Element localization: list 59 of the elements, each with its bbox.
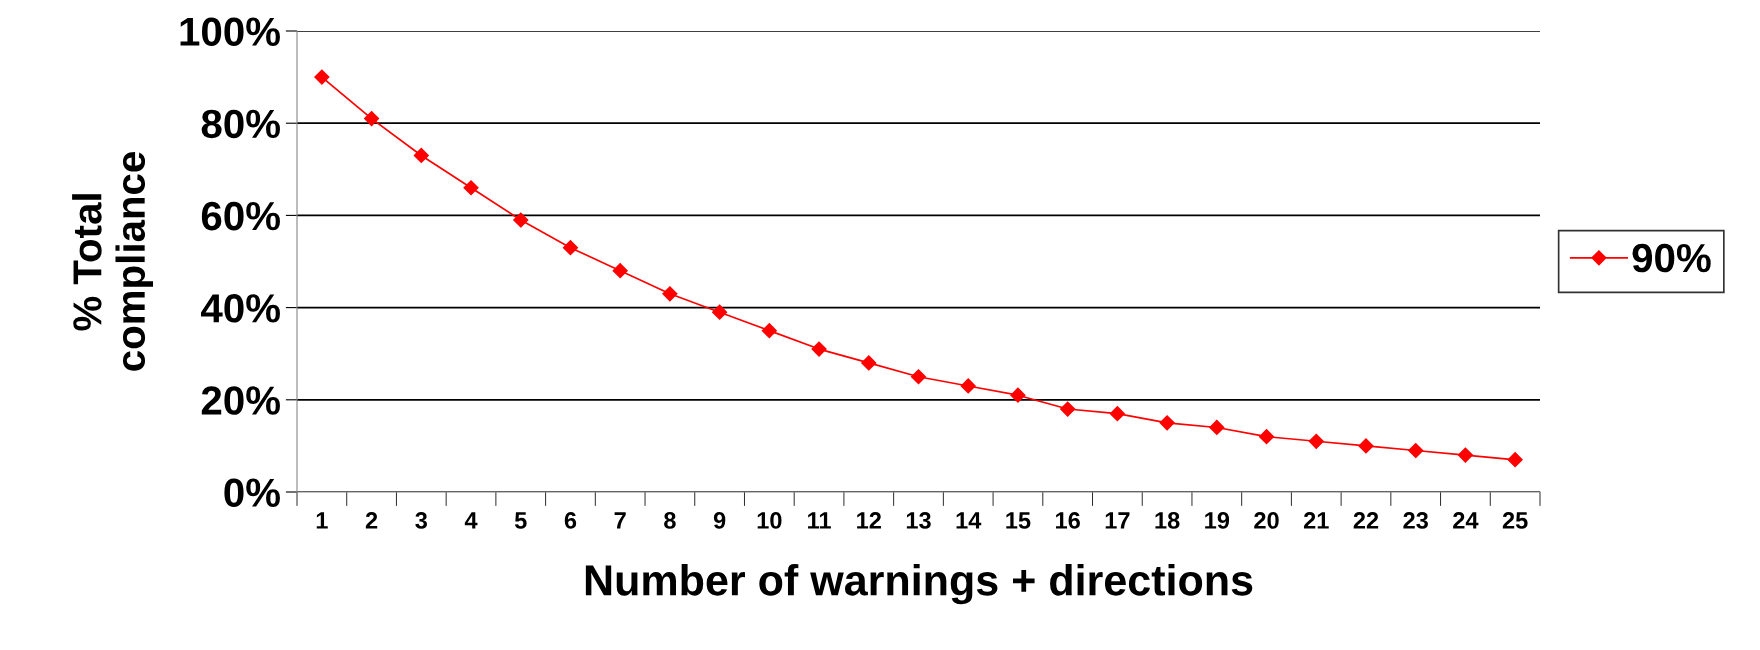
point [1109, 406, 1125, 422]
x-tick-label: 12 [857, 512, 881, 529]
x-tick-label: 10 [757, 512, 782, 529]
x-tick-label: 4 [464, 512, 478, 529]
legend-label: 90% [1632, 243, 1711, 273]
x-tick-label: 21 [1303, 512, 1329, 529]
x-tick-label: 13 [906, 512, 931, 529]
point [314, 69, 330, 85]
point [861, 355, 877, 371]
point [662, 286, 678, 302]
y-tick-label: 20% [201, 386, 280, 415]
point [364, 111, 380, 127]
point [1408, 442, 1424, 459]
x-tick-label: 25 [1502, 512, 1528, 529]
point [1358, 438, 1374, 454]
point [1159, 415, 1175, 431]
x-tick-label: 9 [713, 512, 726, 529]
point [1308, 433, 1324, 449]
y-tick-label: 40% [201, 294, 280, 323]
x-tick-label: 18 [1155, 512, 1180, 529]
x-tick-label: 19 [1205, 512, 1230, 529]
x-tick-label: 7 [614, 512, 626, 529]
x-tick-label: 1 [316, 512, 328, 529]
x-tick-label: 11 [808, 512, 831, 529]
point [413, 147, 429, 164]
point [1457, 447, 1473, 463]
x-tick-label: 8 [664, 512, 676, 529]
point [910, 369, 927, 385]
x-tick-label: 16 [1056, 512, 1080, 529]
x-axis-title: Number of warnings + directions [585, 564, 1253, 605]
x-tick-label: 17 [1105, 512, 1130, 529]
point [1258, 429, 1275, 445]
y-tick-label: 80% [201, 109, 280, 139]
y-tick-label: 100% [180, 17, 280, 46]
x-tick-label: 22 [1353, 512, 1379, 529]
x-tick-label: 23 [1403, 512, 1428, 529]
x-tick-label: 24 [1453, 512, 1479, 529]
point [960, 378, 976, 394]
x-tick-label: 14 [956, 512, 982, 529]
point [1010, 387, 1026, 403]
y-tick-label: 0% [224, 478, 280, 507]
x-tick-label: 15 [1006, 512, 1031, 529]
x-tick-label: 2 [365, 512, 378, 529]
point [761, 323, 777, 339]
point [1060, 401, 1076, 417]
point [612, 263, 628, 279]
point [1507, 452, 1523, 468]
x-tick-label: 3 [415, 512, 428, 529]
point [811, 341, 827, 357]
y-axis-title: % Total compliance [72, 152, 154, 371]
point [463, 180, 479, 196]
y-tick-label: 60% [201, 201, 280, 231]
x-tick-label: 5 [514, 512, 527, 529]
point [1209, 419, 1225, 436]
x-tick-label: 6 [564, 512, 577, 529]
point [712, 304, 728, 320]
point [562, 240, 579, 256]
x-tick-label: 20 [1254, 512, 1279, 529]
point [513, 212, 529, 228]
